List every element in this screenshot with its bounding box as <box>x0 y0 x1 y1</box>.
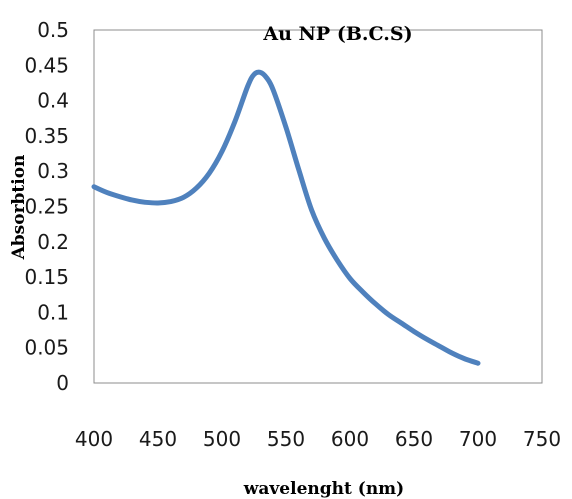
y-axis-label: Absorbtion <box>9 155 29 261</box>
y-tick-label: 0.4 <box>37 89 69 113</box>
x-tick-labels: 400 450 500 550 600 650 700 750 <box>75 427 561 451</box>
y-tick-label: 0.15 <box>24 265 69 289</box>
x-axis-label: wavelenght (nm) <box>243 479 404 499</box>
x-tick-label: 500 <box>203 427 241 451</box>
y-tick-label: 0.5 <box>37 18 69 42</box>
x-tick-label: 550 <box>267 427 305 451</box>
x-tick-label: 400 <box>75 427 113 451</box>
x-tick-label: 450 <box>139 427 177 451</box>
plot-area <box>93 29 543 384</box>
y-tick-labels: 0 0.05 0.1 0.15 0.2 0.25 0.3 0.35 0.4 0.45 0.5 <box>24 18 69 395</box>
y-tick-label: 0.35 <box>24 124 69 148</box>
absorbance-curve <box>91 69 481 366</box>
chart-title: Au NP (B.C.S) <box>262 23 412 45</box>
x-tick-label: 700 <box>459 427 497 451</box>
y-tick-label: 0.05 <box>24 336 69 360</box>
x-tick-label: 650 <box>395 427 433 451</box>
y-tick-label: 0.25 <box>24 195 69 219</box>
y-tick-label: 0.2 <box>37 230 69 254</box>
x-tick-label: 750 <box>523 427 561 451</box>
y-tick-label: 0.45 <box>24 53 69 77</box>
y-tick-label: 0 <box>56 371 69 395</box>
x-tick-label: 600 <box>331 427 369 451</box>
y-tick-label: 0.3 <box>37 159 69 183</box>
y-tick-label: 0.1 <box>37 300 69 324</box>
